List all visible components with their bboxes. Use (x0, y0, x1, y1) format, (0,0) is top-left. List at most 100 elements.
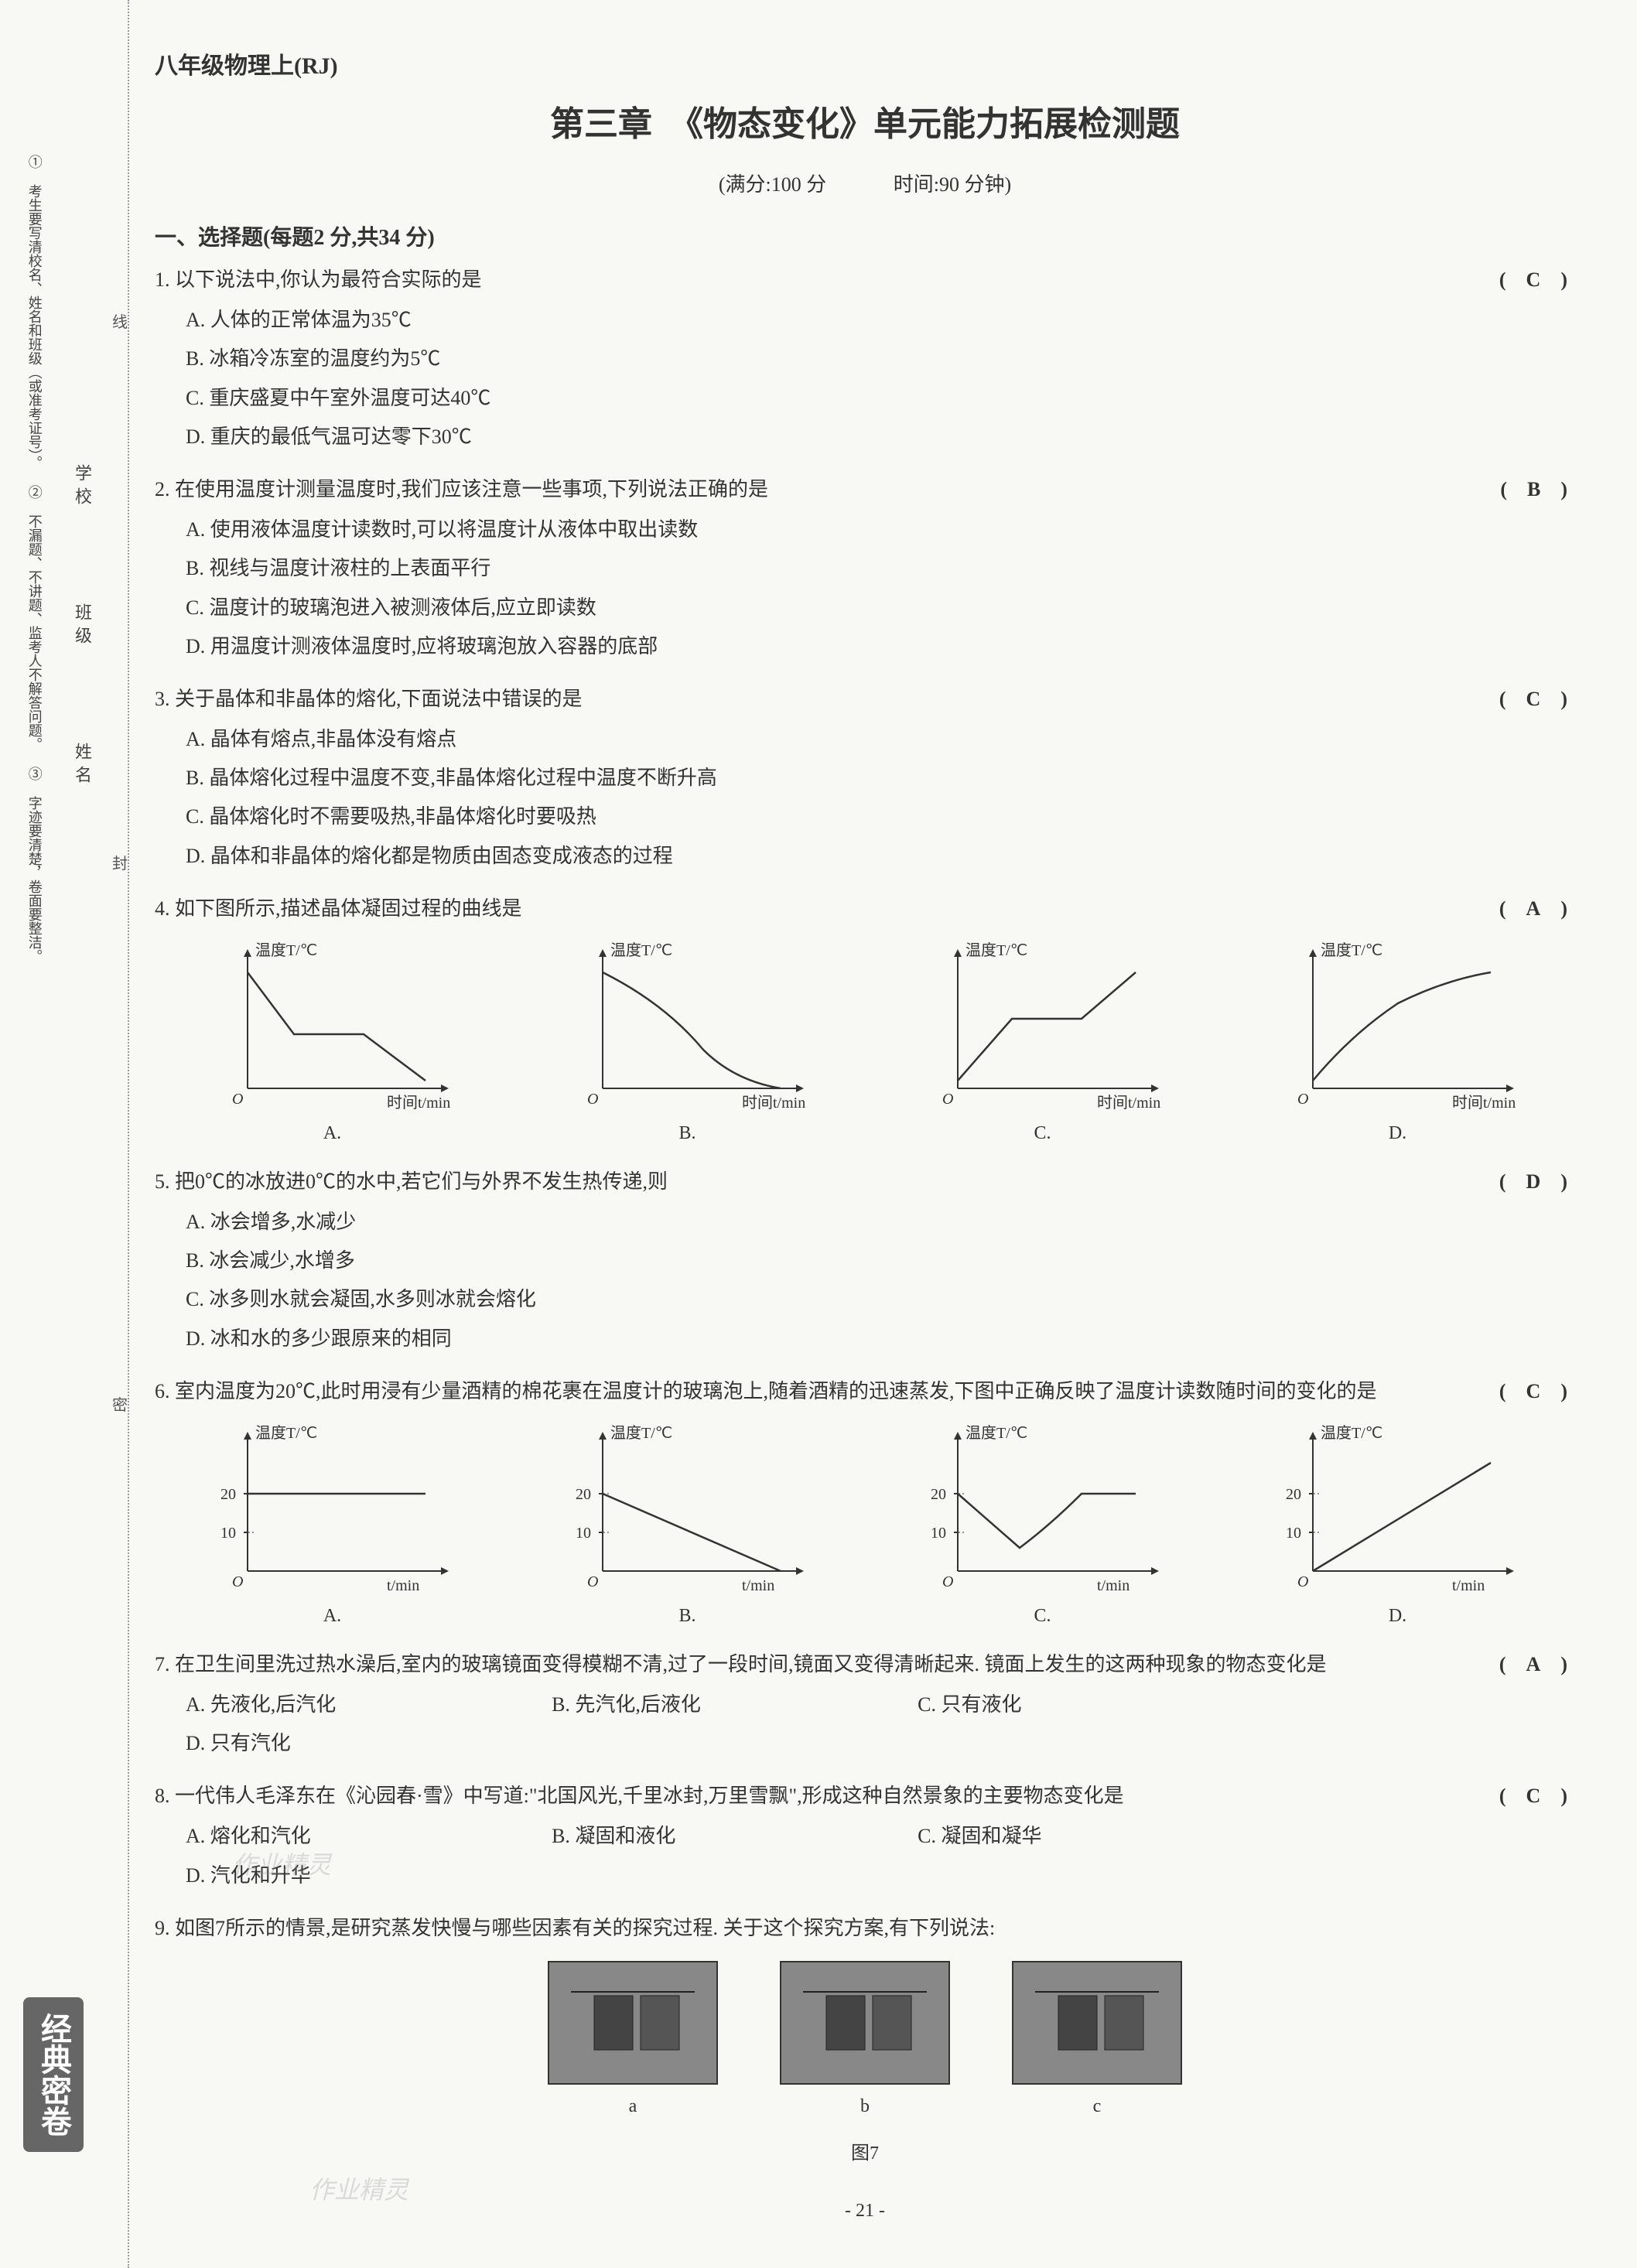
question-text: 1. 以下说法中,你认为最符合实际的是 (155, 263, 1575, 297)
full-score: (满分:100 分 (719, 173, 826, 196)
grade-header: 八年级物理上(RJ) (155, 46, 1575, 80)
chart-option: 温度T/℃ 时间t/min O D. (1274, 941, 1522, 1149)
figure-item: a (548, 1961, 718, 2123)
svg-text:20: 20 (1286, 1486, 1301, 1503)
answer-blank: ( B ) (1500, 473, 1567, 507)
svg-text:10: 10 (220, 1525, 236, 1542)
svg-text:O: O (1297, 1091, 1308, 1108)
fold-line (128, 0, 129, 2268)
answer-blank: ( C ) (1499, 263, 1567, 297)
svg-text:温度T/℃: 温度T/℃ (255, 941, 317, 959)
svg-text:t/min: t/min (1097, 1577, 1129, 1594)
question-text: 8. 一代伟人毛泽东在《沁园春·雪》中写道:"北国风光,千里冰封,万里雪飘",形… (155, 1779, 1575, 1813)
seal-marker-line: 线 (112, 309, 128, 332)
option: D. 重庆的最低气温可达零下30℃ (186, 420, 853, 454)
options: A. 晶体有熔点,非晶体没有熔点 B. 晶体熔化过程中温度不变,非晶体熔化过程中温… (155, 722, 1575, 878)
chart-option: 温度T/℃t/minO1020B. (564, 1424, 812, 1632)
question-text: 9. 如图7所示的情景,是研究蒸发快慢与哪些因素有关的探究过程. 关于这个探究方… (155, 1911, 1575, 1945)
chart-option: 温度T/℃t/minO1020D. (1274, 1424, 1522, 1632)
chart-option: 温度T/℃t/minO1020A. (209, 1424, 456, 1632)
seal-marker-secret: 密 (112, 1392, 128, 1415)
svg-text:O: O (587, 1573, 598, 1590)
svg-text:O: O (942, 1091, 953, 1108)
option: A. 使用液体温度计读数时,可以将温度计从液体中取出读数 (186, 513, 1529, 547)
question-text: 4. 如下图所示,描述晶体凝固过程的曲线是 (155, 892, 1575, 926)
chart-option: 温度T/℃时间t/minOC. (919, 941, 1167, 1149)
question: 7. 在卫生间里洗过热水澡后,室内的玻璃镜面变得模糊不清,过了一段时间,镜面又变… (155, 1648, 1575, 1766)
chart-option: 温度T/℃时间t/minOA. (209, 941, 456, 1149)
question: 8. 一代伟人毛泽东在《沁园春·雪》中写道:"北国风光,千里冰封,万里雪飘",形… (155, 1779, 1575, 1897)
svg-text:温度T/℃: 温度T/℃ (1321, 941, 1382, 959)
chart-label: B. (564, 1600, 812, 1632)
question: 6. 室内温度为20℃,此时用浸有少量酒精的棉花裹在温度计的玻璃泡上,随着酒精的… (155, 1375, 1575, 1632)
svg-text:温度T/℃: 温度T/℃ (610, 941, 672, 959)
svg-text:O: O (587, 1091, 598, 1108)
main-content: 八年级物理上(RJ) 第三章 《物态变化》单元能力拓展检测题 (满分:100 分… (139, 46, 1575, 2222)
question: 1. 以下说法中,你认为最符合实际的是( C ) A. 人体的正常体温为35℃B.… (155, 263, 1575, 459)
figure-image (780, 1961, 950, 2085)
option: B. 先汽化,后液化 (552, 1688, 871, 1722)
svg-text:温度T/℃: 温度T/℃ (1321, 1424, 1382, 1442)
options: A. 人体的正常体温为35℃B. 冰箱冷冻室的温度约为5℃C. 重庆盛夏中午室外… (155, 303, 1575, 459)
question: 5. 把0℃的冰放进0℃的水中,若它们与外界不发生热传递,则( D ) A. 冰会… (155, 1165, 1575, 1361)
option: D. 冰和水的多少跟原来的相同 (186, 1322, 853, 1356)
student-info-fields: 学校 班级 姓名 (70, 464, 94, 789)
option: A. 晶体有熔点,非晶体没有熔点 (186, 722, 1529, 757)
svg-text:t/min: t/min (387, 1577, 419, 1594)
question-text: 5. 把0℃的冰放进0℃的水中,若它们与外界不发生热传递,则 (155, 1165, 1575, 1199)
option: C. 冰多则水就会凝固,水多则冰就会熔化 (186, 1283, 853, 1317)
option: B. 凝固和液化 (552, 1819, 871, 1853)
chart-label: D. (1274, 1118, 1522, 1149)
option: D. 用温度计测液体温度时,应将玻璃泡放入容器的底部 (186, 630, 1529, 664)
question-text: 7. 在卫生间里洗过热水澡后,室内的玻璃镜面变得模糊不清,过了一段时间,镜面又变… (155, 1648, 1575, 1682)
option: D. 只有汽化 (186, 1727, 505, 1761)
svg-text:10: 10 (1286, 1525, 1301, 1542)
option: B. 冰会减少,水增多 (186, 1244, 853, 1278)
watermark: 作业精灵 (232, 1846, 331, 1881)
option: A. 冰会增多,水减少 (186, 1205, 853, 1239)
chart-option: 温度T/℃ 时间t/min O B. (564, 941, 812, 1149)
svg-text:t/min: t/min (742, 1577, 774, 1594)
seal-marker-seal: 封 (112, 851, 128, 873)
chapter-title: 第三章 《物态变化》单元能力拓展检测题 (155, 96, 1575, 145)
chart-label: B. (564, 1118, 812, 1149)
answer-blank: ( C ) (1499, 1375, 1567, 1409)
option: C. 重庆盛夏中午室外温度可达40℃ (186, 381, 853, 415)
option: C. 凝固和凝华 (918, 1819, 1237, 1853)
left-margin-area: ① 考生要写清校名、姓名和班级（或准考证号）。 ② 不漏题、不讲题、监考人不解答… (0, 0, 139, 2268)
chart-label: C. (919, 1600, 1167, 1632)
charts-row: 温度T/℃t/minO1020A.温度T/℃t/minO1020B.温度T/℃t… (155, 1424, 1575, 1632)
svg-text:时间t/min: 时间t/min (1097, 1094, 1160, 1112)
watermark: 作业精灵 (309, 2171, 408, 2206)
section-1-title: 一、选择题(每题2 分,共34 分) (155, 220, 1575, 251)
option: B. 冰箱冷冻室的温度约为5℃ (186, 342, 853, 376)
question-text: 3. 关于晶体和非晶体的熔化,下面说法中错误的是 (155, 682, 1575, 716)
figure-label: a (548, 2091, 718, 2123)
svg-text:温度T/℃: 温度T/℃ (255, 1424, 317, 1442)
svg-text:10: 10 (576, 1525, 591, 1542)
chart-option: 温度T/℃t/minO1020C. (919, 1424, 1167, 1632)
question-text: 6. 室内温度为20℃,此时用浸有少量酒精的棉花裹在温度计的玻璃泡上,随着酒精的… (155, 1375, 1575, 1409)
svg-text:O: O (942, 1573, 953, 1590)
chart-label: C. (919, 1118, 1167, 1149)
figure-caption: 图7 (155, 2138, 1575, 2170)
option: B. 视线与温度计液柱的上表面平行 (186, 552, 1529, 586)
answer-blank: ( C ) (1499, 1779, 1567, 1813)
figure-item: c (1012, 1961, 1182, 2123)
answer-blank: ( D ) (1499, 1165, 1567, 1199)
chart-label: D. (1274, 1600, 1522, 1632)
question: 4. 如下图所示,描述晶体凝固过程的曲线是( A )温度T/℃时间t/minOA… (155, 892, 1575, 1149)
svg-text:时间t/min: 时间t/min (1452, 1094, 1516, 1112)
answer-blank: ( C ) (1499, 682, 1567, 716)
question-text: 2. 在使用温度计测量温度时,我们应该注意一些事项,下列说法正确的是 (155, 473, 1575, 507)
exam-time: 时间:90 分钟) (894, 173, 1011, 196)
option: B. 晶体熔化过程中温度不变,非晶体熔化过程中温度不断升高 (186, 761, 1529, 795)
figure-label: c (1012, 2091, 1182, 2123)
svg-text:时间t/min: 时间t/min (742, 1094, 805, 1112)
options: A. 先液化,后汽化B. 先汽化,后液化C. 只有液化D. 只有汽化 (155, 1688, 1575, 1765)
charts-row: 温度T/℃时间t/minOA.温度T/℃时间t/minOB.温度T/℃时间t/m… (155, 941, 1575, 1149)
options: A. 熔化和汽化B. 凝固和液化C. 凝固和凝华D. 汽化和升华 (155, 1819, 1575, 1897)
chart-label: A. (209, 1118, 456, 1149)
option: A. 先液化,后汽化 (186, 1688, 505, 1722)
chart-label: A. (209, 1600, 456, 1632)
